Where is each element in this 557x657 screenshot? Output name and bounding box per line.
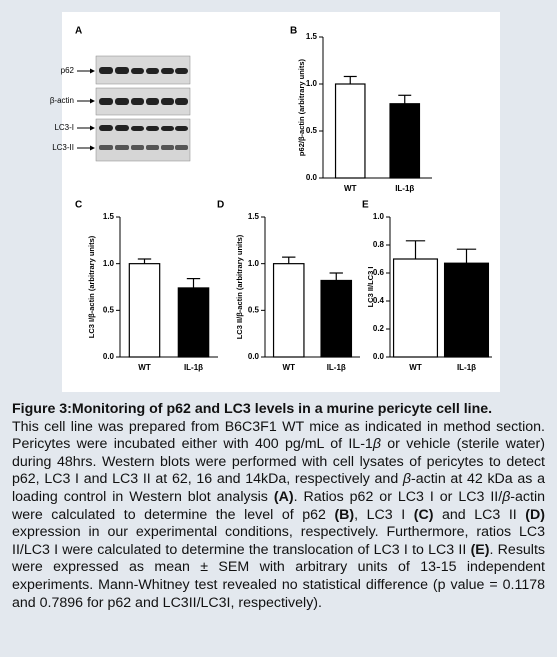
y-axis-label: p62/β-actin (arbitrary units) [297,58,306,156]
y-tick-label: 0.5 [103,305,115,314]
caption-text: (E) [470,541,490,558]
caption-text: . Results were expressed as mean ± SEM w… [12,541,545,611]
caption-text: and LC3 II [433,506,526,523]
y-tick-label: 1.0 [103,259,115,268]
y-tick-label: 1.5 [103,212,115,221]
bar [334,83,366,179]
panel-label: C [75,200,82,211]
bar [128,263,161,358]
y-tick-label: 0.0 [306,173,318,182]
y-tick-label: 1.5 [306,32,318,41]
x-tick-label: IL-1β [327,363,346,372]
y-axis-label: LC3 I/β-actin (arbitrary units) [87,235,96,338]
bar [177,287,210,358]
western-blot: p62 β-actin LC3-I LC3-II [50,55,191,162]
caption-text: β [502,488,511,505]
y-tick-label: 0.8 [373,240,385,249]
bar [320,279,353,358]
panel-label: B [290,26,297,37]
y-tick-label: 0.5 [248,305,260,314]
y-tick-label: 1.0 [248,259,260,268]
caption-text: , LC3 I [354,506,414,523]
caption-text: expression in our experimental condition… [12,524,545,558]
y-tick-label: 0.5 [306,126,318,135]
caption: Figure 3:Monitoring of p62 and LC3 level… [12,401,545,612]
x-tick-label: IL-1β [457,363,476,372]
bar [272,263,305,358]
y-tick-label: 1.0 [373,212,385,221]
y-tick-label: 0.4 [373,296,385,305]
panel-label: D [217,200,224,211]
x-tick-label: IL-1β [395,184,414,193]
blot-label: β-actin [50,96,74,105]
y-tick-label: 1.0 [306,79,318,88]
caption-text: . Ratios p62 or LC3 I or LC3 II/ [293,488,503,505]
caption-text: -actin at 42 kDa as a loading control in… [12,471,545,505]
figure: A p62 β-actin LC3-I LC3-II Bp62/β-actin … [50,26,492,372]
x-tick-label: IL-1β [184,363,203,372]
y-axis-label: LC3 II/β-actin (arbitrary units) [235,234,244,339]
x-tick-label: WT [344,184,357,193]
y-axis-label: LC3 II/LC3 I [366,267,375,308]
bar [389,103,421,179]
blot-label: p62 [61,66,75,75]
arrowheads [90,68,95,151]
caption-text: (A) [273,488,294,505]
arrows [77,70,93,149]
x-tick-label: WT [409,363,422,372]
bar [392,258,439,358]
caption-text: or vehicle (sterile water) during 48hrs.… [12,436,545,488]
blot-label: LC3-I [54,123,74,132]
blot-label: LC3-II [52,143,74,152]
y-tick-label: 0.6 [373,268,385,277]
y-tick-label: 0.0 [248,352,260,361]
caption-title: Figure 3:Monitoring of p62 and LC3 level… [12,401,493,417]
y-tick-label: 1.5 [248,212,260,221]
panel-label: A [75,26,82,37]
bar [443,262,490,358]
x-tick-label: WT [138,363,151,372]
caption-text: -actin were calculated to determine the … [12,488,545,523]
caption-text: β [372,436,381,453]
y-tick-label: 0.0 [103,352,115,361]
bands [99,67,188,150]
y-tick-label: 0.2 [373,324,385,333]
caption-text: (B) [334,506,355,523]
panel-label: E [362,200,369,211]
caption-text: (D) [525,506,545,523]
caption-text: (C) [413,506,434,523]
caption-text: β [402,471,412,488]
caption-text: This cell line was prepared from B6C3F1 … [12,418,545,453]
x-tick-label: WT [283,363,296,372]
y-tick-label: 0.0 [373,352,385,361]
